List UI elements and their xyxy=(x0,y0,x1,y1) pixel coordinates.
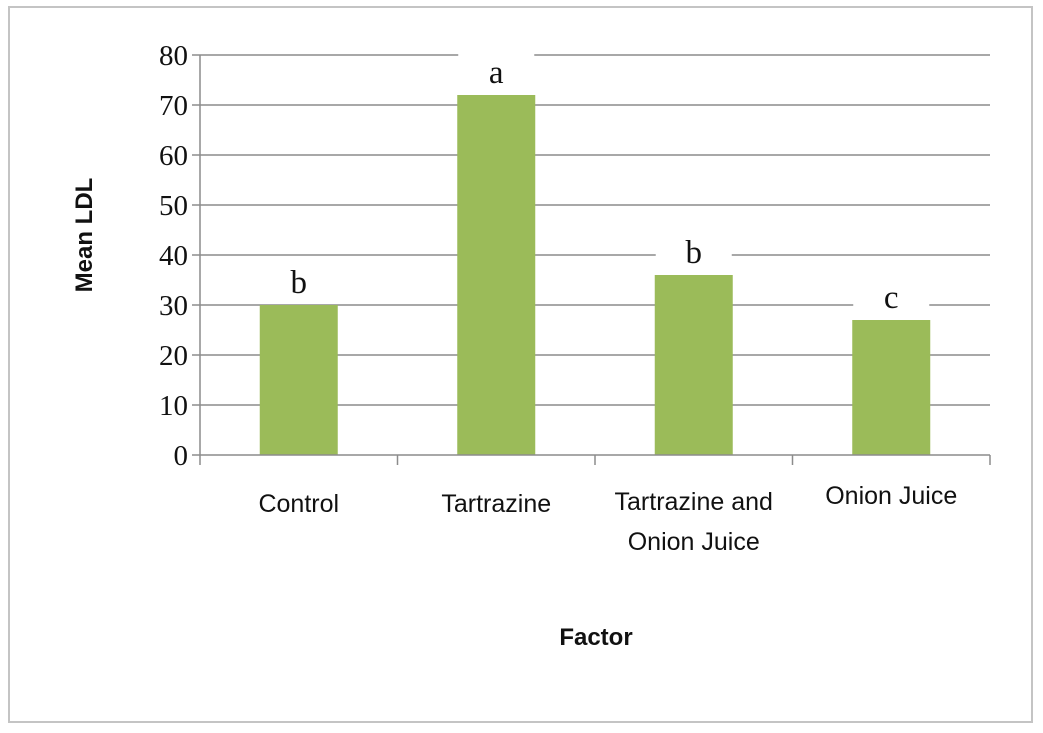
y-tick-label: 30 xyxy=(159,290,188,322)
significance-label: b xyxy=(291,265,308,301)
data-label-background xyxy=(655,227,732,273)
x-axis-title: Factor xyxy=(559,624,632,651)
x-category-label: Tartrazine and Onion Juice xyxy=(615,488,773,556)
x-category-label-line: Onion Juice xyxy=(628,528,760,556)
x-category-label: Control xyxy=(258,490,339,518)
significance-label: c xyxy=(884,280,899,316)
axes xyxy=(192,54,991,465)
x-category-label-line: Tartrazine and xyxy=(615,488,773,516)
y-tick-label: 20 xyxy=(159,340,188,372)
labels: 0 10 20 30 40 50 60 70 80 b Control a Tartrazine b Tar… xyxy=(159,40,957,556)
data-label-background xyxy=(458,47,535,93)
y-tick-label: 70 xyxy=(159,90,188,122)
x-category-label: Onion Juice xyxy=(825,482,957,510)
y-tick-label: 80 xyxy=(159,40,188,72)
x-category-label-line: Onion Juice xyxy=(825,482,957,510)
bars xyxy=(259,95,931,455)
data-label-background xyxy=(260,257,337,303)
bar xyxy=(259,305,338,455)
bar xyxy=(654,275,733,455)
y-tick-label: 40 xyxy=(159,240,188,272)
y-tick-label: 0 xyxy=(174,440,189,472)
x-category-label-line: Tartrazine xyxy=(441,490,551,518)
y-tick-label: 10 xyxy=(159,390,188,422)
x-category-label: Tartrazine xyxy=(441,490,551,518)
bar xyxy=(852,320,931,455)
x-category-label-line: Control xyxy=(258,490,339,518)
y-axis-title: Mean LDL xyxy=(71,178,98,293)
y-tick-label: 50 xyxy=(159,190,188,222)
data-label-background xyxy=(853,272,930,318)
significance-label: a xyxy=(489,55,504,91)
bar xyxy=(457,95,536,455)
significance-label: b xyxy=(686,235,703,271)
y-tick-label: 60 xyxy=(159,140,188,172)
